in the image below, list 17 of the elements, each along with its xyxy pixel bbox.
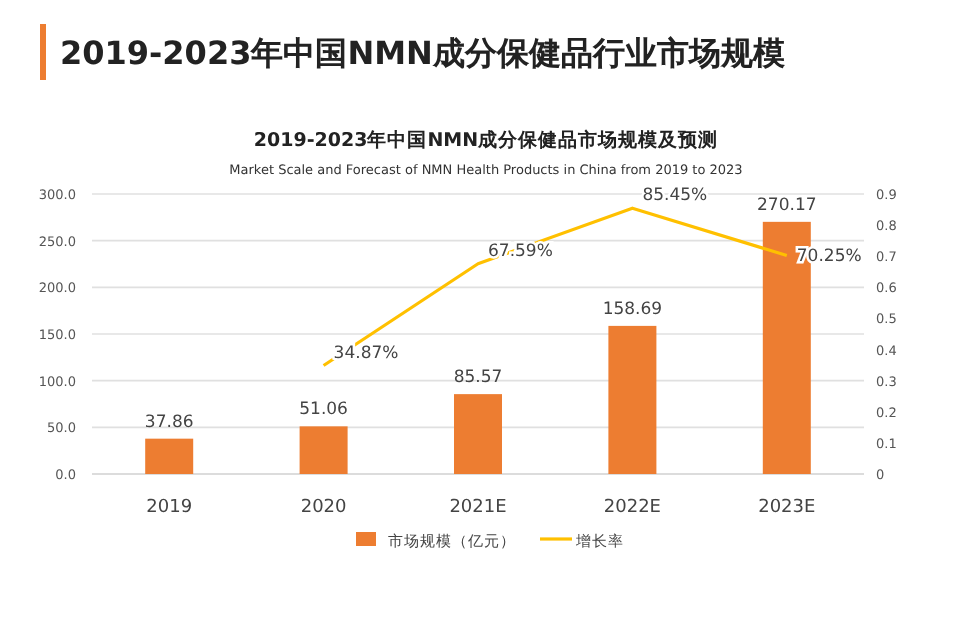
chart-title: 2019-2023年中国NMN成分保健品行业市场规模: [60, 34, 785, 72]
x-tick-label: 2023E: [758, 498, 817, 518]
x-tick-label: 2021E: [449, 498, 508, 518]
data-label: 270.17: [757, 195, 817, 216]
bar: [299, 426, 348, 474]
data-label: 158.69: [602, 299, 663, 320]
data-label: 37.86: [144, 412, 194, 433]
data-label: 51.06: [299, 400, 348, 421]
x-tick-label: 2019: [146, 498, 193, 518]
x-tick-label: 2022E: [603, 498, 662, 518]
bar: [145, 438, 194, 474]
chart-subtitle: 2019-2023年中国NMN成分保健品市场规模及预测: [253, 128, 719, 152]
x-tick-label: 2020: [300, 498, 348, 518]
bar: [608, 325, 657, 474]
data-label: 85.45%: [642, 186, 708, 207]
bar: [454, 394, 502, 474]
data-label: 85.57: [453, 368, 503, 389]
